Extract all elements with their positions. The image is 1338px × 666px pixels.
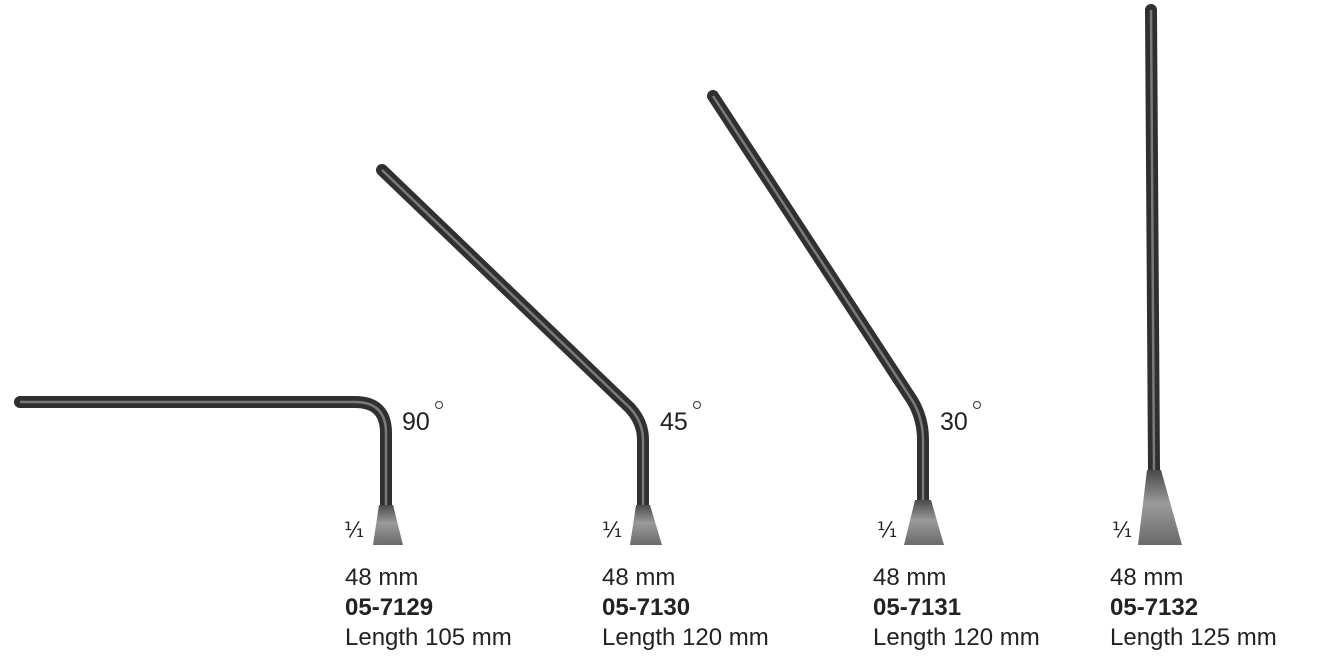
instrument-length: Length 125 mm [1110, 624, 1277, 651]
blade-05-7131 [904, 500, 944, 545]
scale-mark-05-7131: ⅟₁ [877, 518, 898, 542]
article-number: 05-7129 [345, 594, 434, 621]
article-number: 05-7131 [873, 594, 962, 621]
scale-mark-05-7130: ⅟₁ [602, 518, 623, 542]
scale-mark-05-7132: ⅟₁ [1112, 518, 1133, 542]
blade-size: 48 mm [345, 564, 419, 591]
angle-label-05-7130: 45 [660, 401, 701, 435]
instrument-info-05-7129: 48 mm 05-7129 Length 105 mm [345, 563, 512, 653]
blade-size: 48 mm [1110, 564, 1184, 591]
instrument-info-05-7132: 48 mm 05-7132 Length 125 mm [1110, 563, 1277, 653]
instrument-shaft-05-7132 [1138, 4, 1182, 545]
scale-mark-05-7129: ⅟₁ [344, 518, 365, 542]
instrument-shaft-05-7131 [707, 90, 944, 545]
article-number: 05-7130 [602, 594, 691, 621]
blade-size: 48 mm [873, 564, 947, 591]
angle-label-05-7129: 90 [402, 401, 443, 435]
instrument-shaft-05-7130 [376, 164, 662, 545]
instrument-length: Length 120 mm [602, 624, 769, 651]
degree-icon [692, 401, 701, 409]
blade-05-7130 [630, 505, 662, 545]
blade-05-7132 [1138, 470, 1182, 545]
degree-icon [972, 401, 981, 409]
instrument-info-05-7131: 48 mm 05-7131 Length 120 mm [873, 563, 1040, 653]
instrument-length: Length 105 mm [345, 624, 512, 651]
article-number: 05-7132 [1110, 594, 1199, 621]
degree-icon [434, 401, 443, 409]
blade-size: 48 mm [602, 564, 676, 591]
instrument-info-05-7130: 48 mm 05-7130 Length 120 mm [602, 563, 769, 653]
angle-label-05-7131: 30 [940, 401, 981, 435]
instrument-shaft-05-7129 [14, 396, 403, 545]
blade-05-7129 [373, 505, 403, 545]
instrument-length: Length 120 mm [873, 624, 1040, 651]
